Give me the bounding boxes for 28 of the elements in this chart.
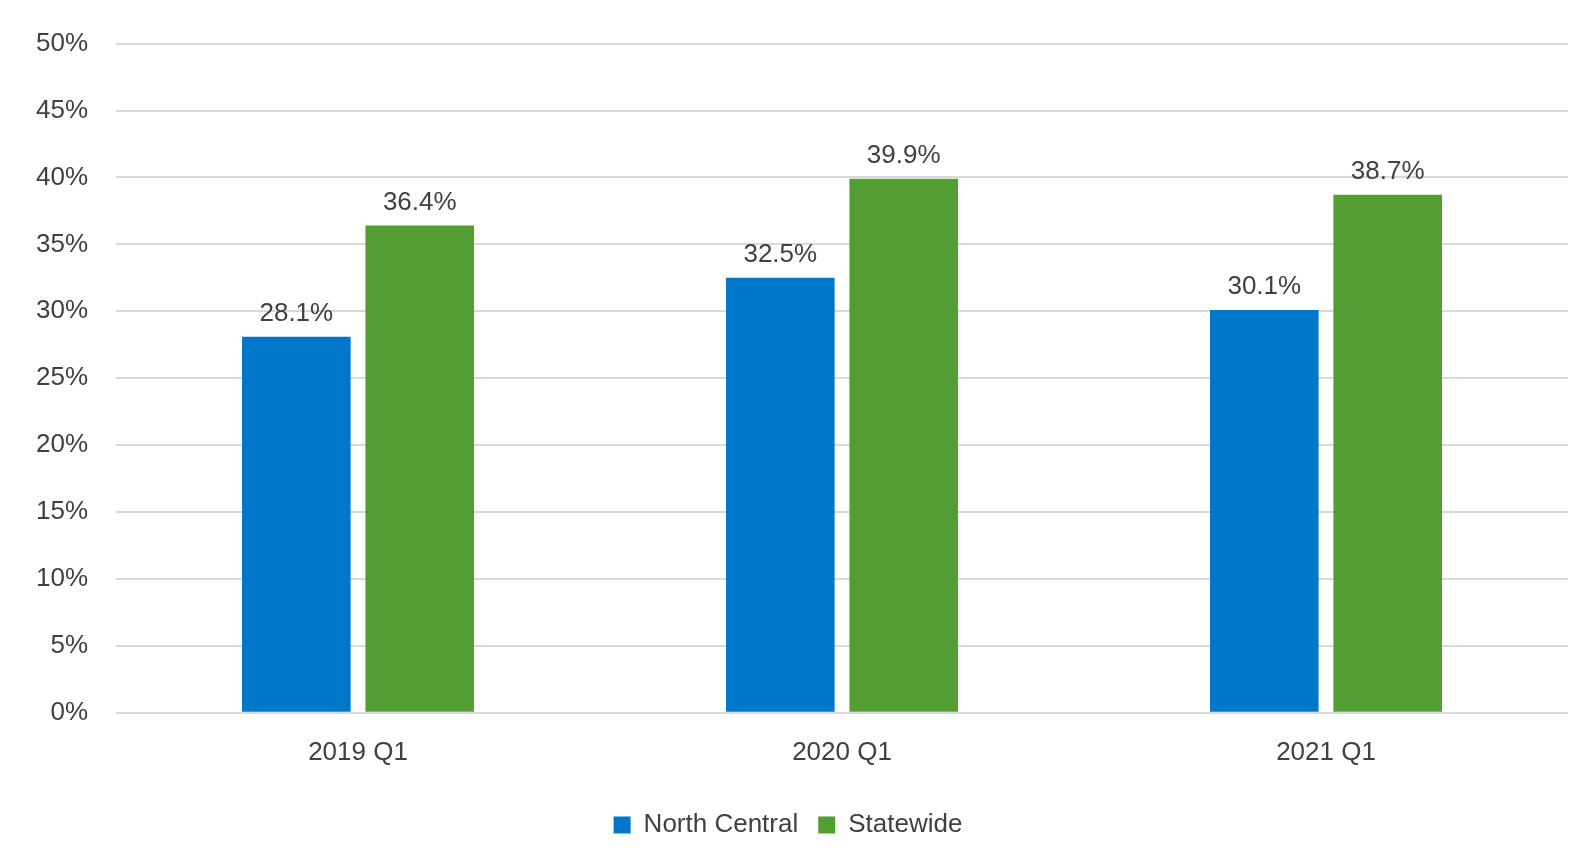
y-tick-label: 30% — [35, 294, 89, 325]
x-tick-label: 2021 Q1 — [1276, 735, 1376, 766]
data-label: 30.1% — [1227, 270, 1302, 301]
bar — [1333, 194, 1443, 712]
y-tick-label: 20% — [35, 428, 89, 459]
y-tick-label: 15% — [35, 495, 89, 526]
legend-label: North Central — [643, 808, 799, 839]
data-label: 38.7% — [1350, 155, 1425, 186]
bar — [365, 225, 475, 712]
y-tick-label: 25% — [35, 361, 89, 392]
bar — [849, 178, 959, 712]
data-label: 39.9% — [866, 138, 941, 169]
y-tick-label: 50% — [35, 26, 89, 57]
y-tick-label: 0% — [50, 695, 89, 726]
bar — [726, 277, 835, 712]
y-tick-label: 10% — [35, 562, 89, 593]
y-tick-label: 45% — [35, 93, 89, 124]
y-tick-label: 35% — [35, 227, 89, 258]
data-label: 32.5% — [743, 237, 818, 268]
data-label: 28.1% — [259, 296, 334, 327]
y-tick-label: 40% — [35, 160, 89, 191]
x-tick-label: 2019 Q1 — [308, 735, 408, 766]
legend-label: Statewide — [848, 808, 963, 839]
x-tick-label: 2020 Q1 — [792, 735, 892, 766]
bar — [1209, 309, 1319, 712]
data-label: 36.4% — [382, 185, 457, 216]
y-tick-label: 5% — [50, 629, 89, 660]
bar — [242, 336, 351, 712]
